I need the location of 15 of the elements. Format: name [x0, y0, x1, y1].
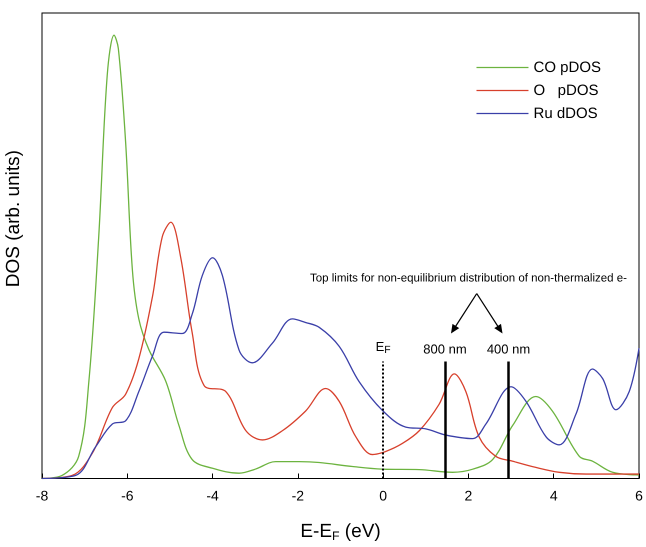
x-tick-label: -4	[206, 488, 220, 504]
x-tick-label: -6	[121, 488, 134, 504]
x-tick-label: 4	[550, 488, 558, 504]
x-tick-label: -2	[292, 488, 304, 504]
ref-line-label: 800 nm	[423, 341, 467, 356]
x-tick-label: 2	[464, 488, 473, 504]
legend-label: O pDOS	[533, 82, 599, 99]
annotation: Top limits for non-equilibrium distribution of non-thermalized e-	[310, 272, 628, 285]
ref-line-label: 400 nm	[486, 341, 530, 356]
x-tick-label: 0	[379, 488, 388, 504]
x-tick-label: -8	[36, 488, 48, 504]
legend-label: CO pDOS	[533, 59, 601, 76]
x-tick-label: 6	[635, 488, 644, 504]
y-axis-title: DOS (arb. units)	[3, 150, 24, 288]
legend-label: Ru dDOS	[533, 105, 598, 122]
